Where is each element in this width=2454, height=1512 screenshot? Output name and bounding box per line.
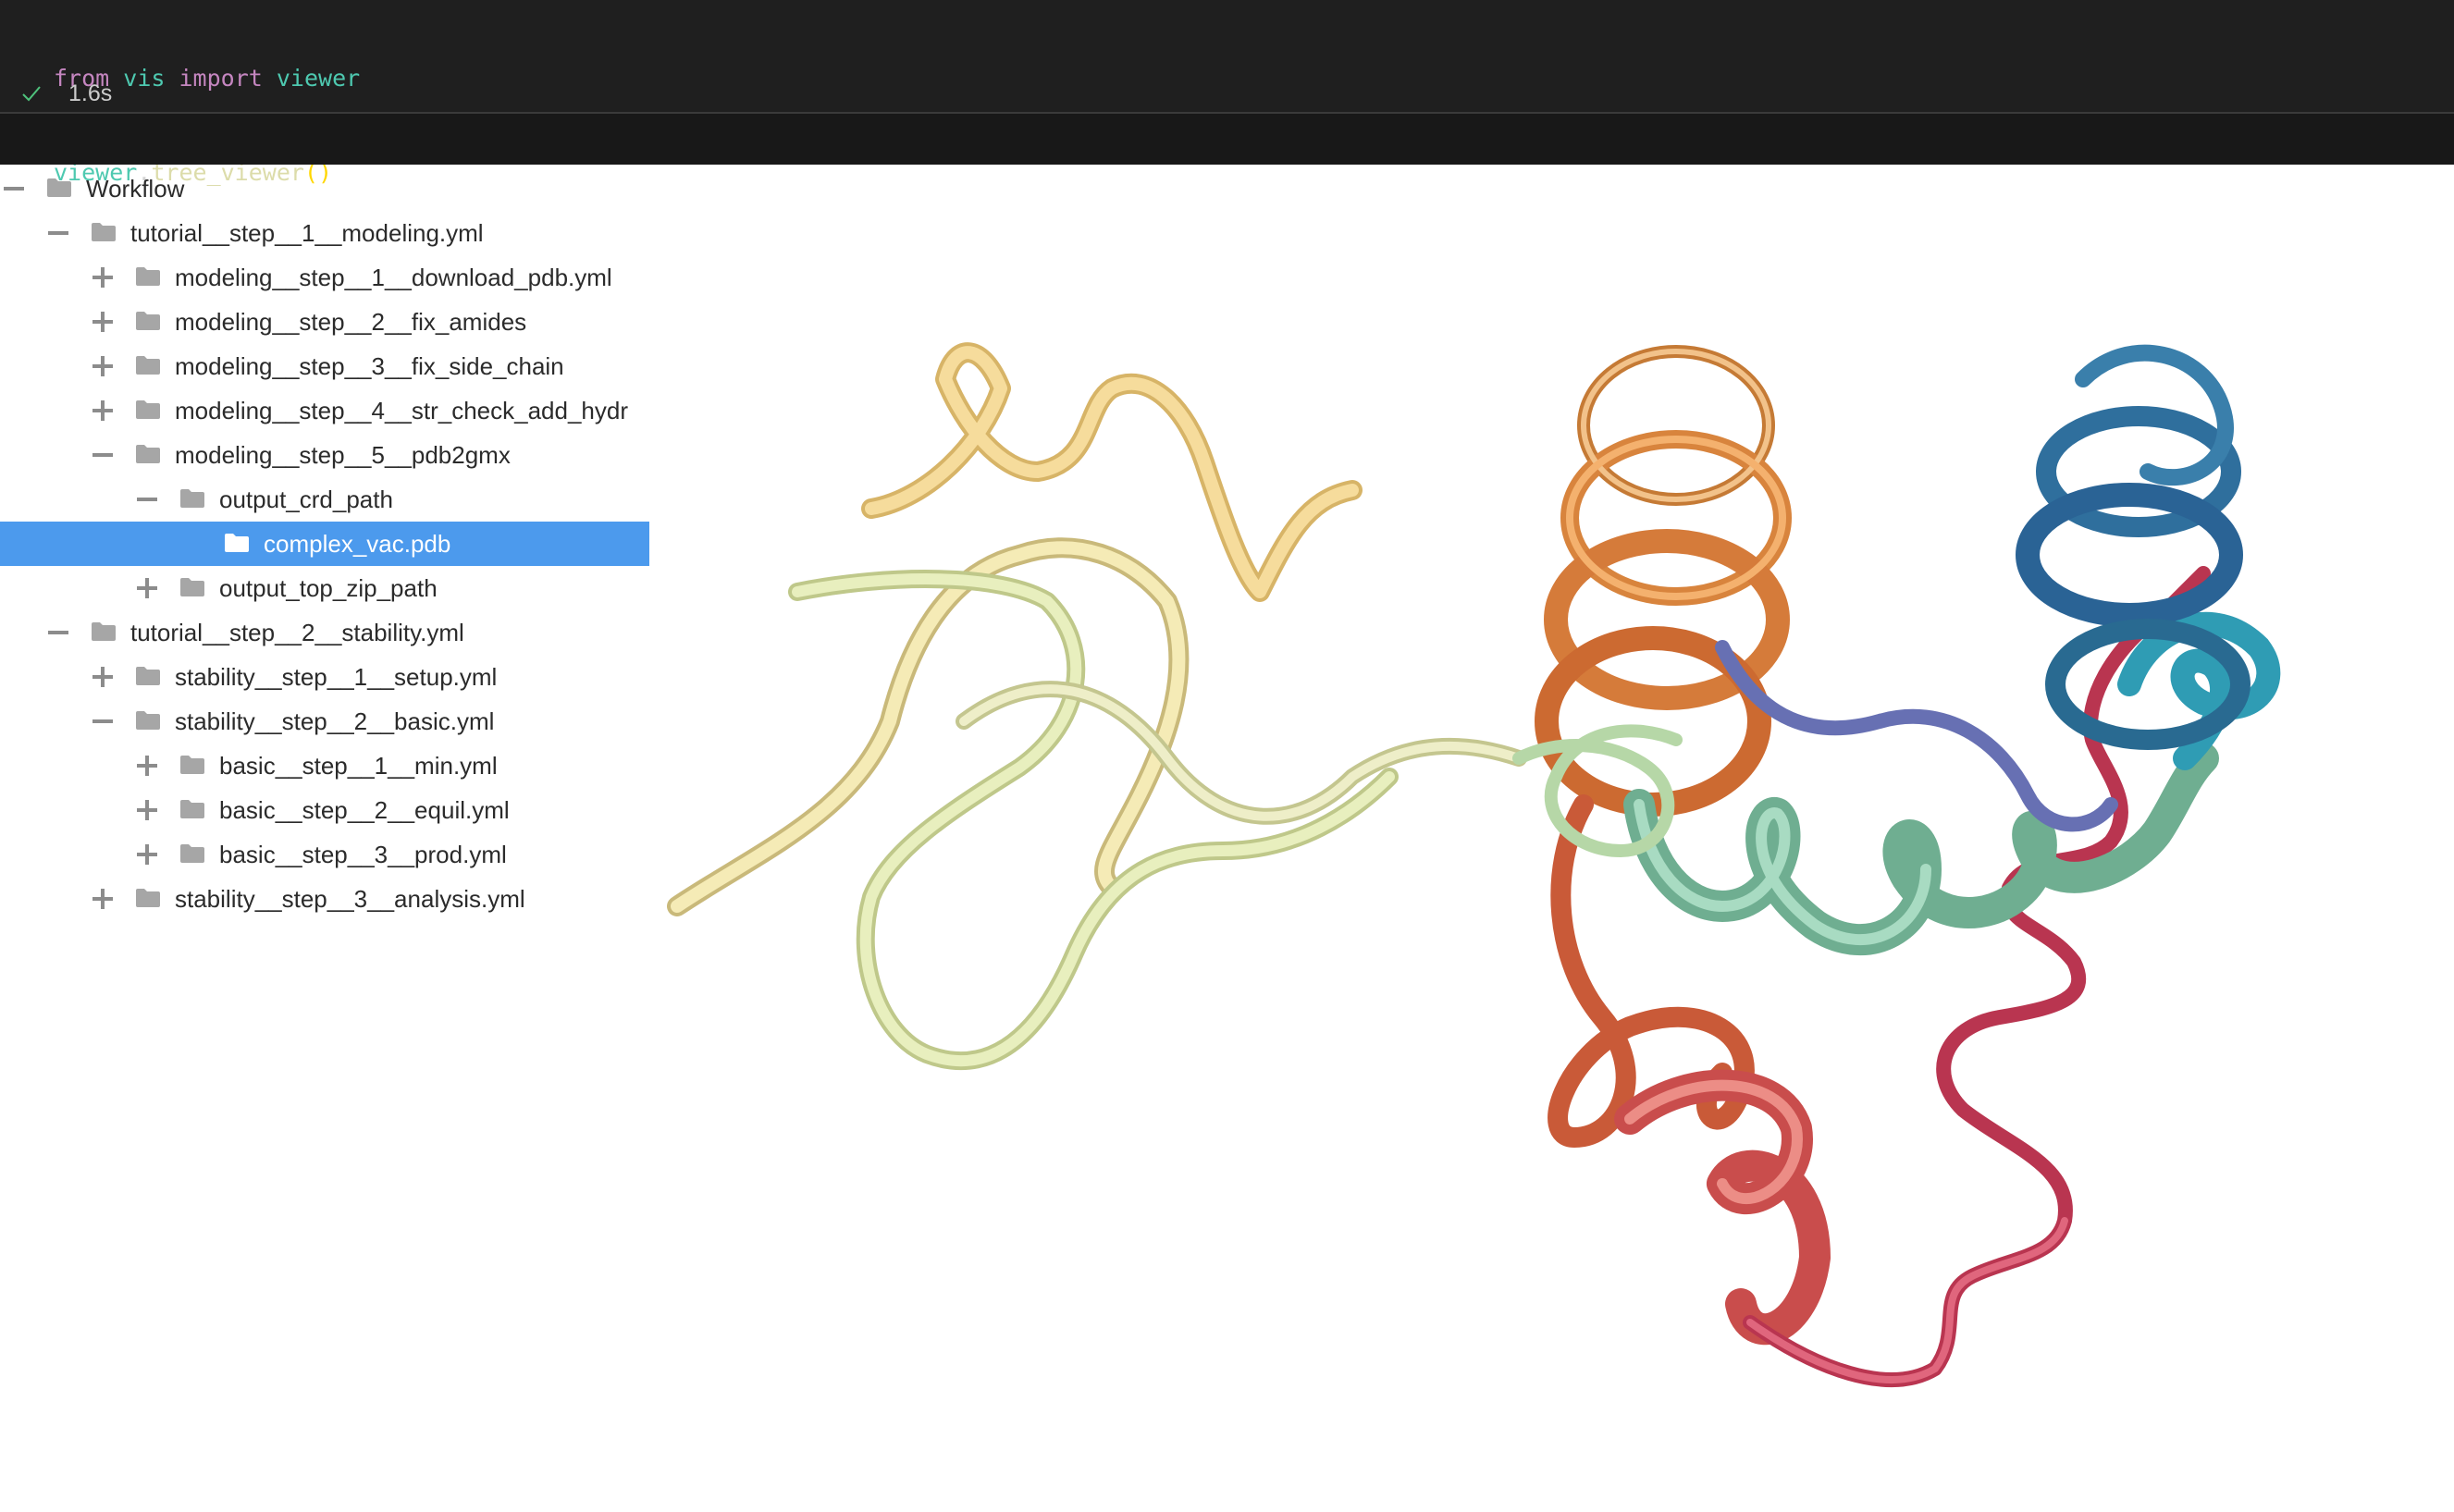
- ribbon-hairpin-sand-hl: [865, 346, 1359, 598]
- tree-node[interactable]: output_top_zip_path: [0, 566, 649, 610]
- tree-node-label: basic__step__3__prod.yml: [219, 841, 507, 868]
- tree-node-selected[interactable]: complex_vac.pdb: [0, 522, 649, 566]
- ribbon-loop-pale-2-hl: [792, 573, 1395, 1066]
- tree-node-label: modeling__step__2__fix_amides: [175, 308, 527, 336]
- collapse-icon[interactable]: [48, 622, 68, 643]
- tree-node[interactable]: modeling__step__2__fix_amides: [0, 300, 649, 344]
- module-viewer: viewer: [276, 65, 361, 92]
- folder-icon: [47, 178, 71, 197]
- helix-orange-turn-1-hl: [1581, 349, 1771, 502]
- folder-icon: [180, 578, 204, 596]
- folder-icon: [180, 489, 204, 508]
- keyword-import: import: [179, 65, 263, 92]
- tree-node-label: stability__step__2__basic.yml: [175, 707, 495, 735]
- cell-divider: [0, 112, 2454, 114]
- helix-green-hl: [1634, 799, 1931, 946]
- collapse-icon[interactable]: [48, 223, 68, 243]
- expand-icon[interactable]: [137, 756, 157, 776]
- folder-icon: [180, 756, 204, 774]
- keyword-from: from: [54, 65, 110, 92]
- tree-node[interactable]: modeling__step__1__download_pdb.yml: [0, 255, 649, 300]
- helix-teal: [2117, 611, 2281, 770]
- module-vis: vis: [123, 65, 166, 92]
- folder-icon: [136, 667, 160, 685]
- execution-duration: 1.6s: [68, 80, 113, 106]
- expand-icon[interactable]: [92, 667, 113, 687]
- ribbon-loop-pale-3-hl: [959, 684, 1523, 821]
- code-line-1: from vis import viewer: [54, 63, 360, 94]
- helix-blue-turn-3: [2045, 619, 2251, 750]
- tree-node-label: basic__step__2__equil.yml: [219, 796, 510, 824]
- tree-node[interactable]: modeling__step__3__fix_side_chain: [0, 344, 649, 388]
- tree-node[interactable]: modeling__step__4__str_check_add_hydr: [0, 388, 649, 433]
- check-icon: [22, 86, 41, 102]
- helix-orange-turn-3: [1544, 529, 1790, 710]
- tree-node[interactable]: basic__step__3__prod.yml: [0, 832, 649, 877]
- folder-icon: [136, 445, 160, 463]
- tree-node[interactable]: basic__step__2__equil.yml: [0, 788, 649, 832]
- tree-node-label: stability__step__1__setup.yml: [175, 663, 498, 691]
- helix-orange-turn-2-hl: [1566, 436, 1786, 600]
- code-cell[interactable]: from vis import viewer viewer.tree_viewe…: [0, 0, 2454, 186]
- folder-icon: [136, 711, 160, 730]
- tree-node-label: modeling__step__5__pdb2gmx: [175, 441, 511, 469]
- collapse-icon[interactable]: [92, 711, 113, 731]
- ribbon-pale-green: [1512, 724, 1683, 857]
- tree-node[interactable]: Workflow: [0, 166, 649, 211]
- protein-structure-viewer[interactable]: [649, 166, 2454, 1512]
- collapse-icon[interactable]: [4, 178, 24, 199]
- tree-node-label: modeling__step__4__str_check_add_hydr: [175, 397, 629, 424]
- expand-icon[interactable]: [92, 312, 113, 332]
- collapse-icon[interactable]: [92, 445, 113, 465]
- expand-icon[interactable]: [92, 356, 113, 376]
- tree-node[interactable]: tutorial__step__2__stability.yml: [0, 610, 649, 655]
- folder-icon: [180, 800, 204, 818]
- tree-node[interactable]: stability__step__2__basic.yml: [0, 699, 649, 744]
- expand-icon[interactable]: [92, 400, 113, 421]
- folder-icon: [180, 844, 204, 863]
- helix-blue-turn-2: [2016, 483, 2243, 627]
- expand-icon[interactable]: [92, 267, 113, 288]
- tree-node-label: basic__step__1__min.yml: [219, 752, 498, 780]
- ribbon-blue-tail: [2075, 344, 2234, 486]
- tree-node-label: output_crd_path: [219, 486, 393, 513]
- ribbon-loop-pale-2: [788, 570, 1399, 1070]
- execution-status: 1.6s: [20, 78, 112, 109]
- folder-icon: [92, 622, 116, 641]
- folder-icon: [136, 267, 160, 286]
- tree-node-label: output_top_zip_path: [219, 574, 438, 602]
- folder-icon: [92, 223, 116, 241]
- helix-blue-turn-1: [2036, 406, 2241, 537]
- folder-icon: [136, 356, 160, 375]
- expand-icon[interactable]: [92, 889, 113, 909]
- tree-node-label: tutorial__step__1__modeling.yml: [130, 219, 484, 247]
- ribbon-loop-pale-1-hl: [671, 541, 1186, 913]
- tree-node[interactable]: stability__step__3__analysis.yml: [0, 877, 649, 921]
- collapse-icon[interactable]: [137, 489, 157, 510]
- folder-icon: [136, 312, 160, 330]
- folder-icon: [225, 534, 249, 552]
- expand-icon[interactable]: [137, 578, 157, 598]
- tree-node-label: complex_vac.pdb: [264, 530, 451, 558]
- tree-node[interactable]: basic__step__1__min.yml: [0, 744, 649, 788]
- expand-icon[interactable]: [137, 844, 157, 865]
- ribbon-violet: [1715, 640, 2118, 832]
- folder-icon: [136, 889, 160, 907]
- helix-red-hl: [1624, 1079, 1803, 1205]
- tree-node-label: modeling__step__3__fix_side_chain: [175, 352, 564, 380]
- tree-node[interactable]: stability__step__1__setup.yml: [0, 655, 649, 699]
- folder-icon: [136, 400, 160, 419]
- tree-node[interactable]: output_crd_path: [0, 477, 649, 522]
- tree-node-label: tutorial__step__2__stability.yml: [130, 619, 464, 646]
- tree-node[interactable]: tutorial__step__1__modeling.yml: [0, 211, 649, 255]
- ribbon-crimson-hl: [1746, 1217, 2068, 1383]
- expand-icon[interactable]: [137, 800, 157, 820]
- output-toolbar: [0, 114, 2454, 165]
- tree-node[interactable]: modeling__step__5__pdb2gmx: [0, 433, 649, 477]
- dot-operator: .: [137, 159, 152, 186]
- tree-node-label: modeling__step__1__download_pdb.yml: [175, 264, 612, 291]
- tree-node-label: stability__step__3__analysis.yml: [175, 885, 525, 913]
- tree-node-label: Workflow: [86, 175, 185, 203]
